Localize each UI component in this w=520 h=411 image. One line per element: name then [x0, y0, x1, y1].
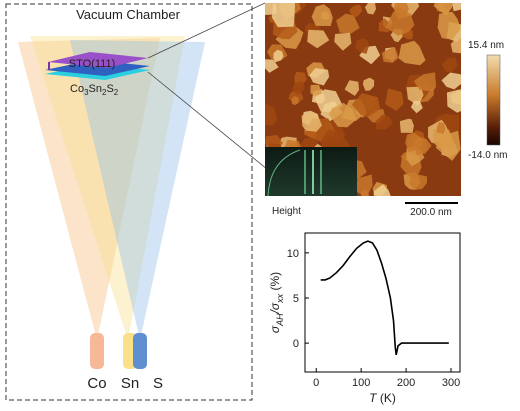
afm-grain — [364, 3, 376, 15]
film-label: Co3Sn2S2 — [70, 83, 119, 97]
afm-grain — [413, 72, 437, 92]
film-label-part: Co — [70, 83, 84, 95]
x-tick-label: 100 — [352, 377, 370, 389]
afm-grain — [410, 100, 423, 114]
afm-grain — [336, 13, 360, 34]
film-label-part: 3 — [84, 88, 89, 97]
afm-caption: Height — [272, 206, 301, 217]
rheed-arc — [267, 149, 301, 197]
afm-grain — [291, 96, 299, 106]
afm-grain — [409, 173, 428, 190]
afm-grain — [265, 103, 278, 126]
afm-grain — [446, 89, 461, 113]
beam-s — [70, 40, 205, 340]
substrate-side — [45, 60, 150, 76]
y-axis-label: σAH/σxx (%) — [268, 272, 285, 333]
afm-grain — [373, 184, 391, 196]
chamber-title: Vacuum Chamber — [76, 7, 180, 22]
zoom-line — [147, 2, 266, 59]
y-tick-label: 10 — [287, 248, 299, 260]
film-label-part: 2 — [102, 88, 107, 97]
x-tick-label: 200 — [397, 377, 415, 389]
substrate-label: STO(111) — [69, 58, 115, 70]
x-axis-label-part: (K) — [377, 391, 396, 405]
afm-grain — [452, 3, 461, 12]
x-axis-label: T (K) — [369, 391, 396, 405]
afm-grain — [437, 11, 461, 40]
y-axis-label-part: (%) — [268, 272, 282, 294]
y-axis-label-part: /σ — [268, 302, 282, 314]
afm-grain — [351, 93, 381, 118]
y-tick-label: 0 — [293, 338, 299, 350]
afm-grain — [273, 49, 284, 63]
afm-grain — [265, 59, 279, 73]
substrate-edge — [48, 62, 50, 70]
x-axis-label-part: T — [369, 391, 378, 405]
x-tick-label: 0 — [313, 377, 319, 389]
afm-grain — [320, 11, 330, 20]
afm-grain — [354, 38, 369, 54]
afm-grain — [291, 81, 305, 95]
y-axis-label-part: σ — [268, 325, 282, 333]
substrate-top — [48, 52, 148, 68]
afm-grain — [307, 29, 330, 49]
chart: 0 100 200 300 0 5 10 T (K) σAH/σxx (%) — [268, 232, 461, 405]
source-label: Sn — [121, 375, 139, 392]
afm-grain — [436, 122, 446, 134]
afm-grain — [375, 114, 393, 130]
afm-grain — [309, 68, 330, 86]
x-tick-label: 300 — [442, 377, 460, 389]
afm-grain — [399, 118, 414, 133]
film-label-part: S — [106, 83, 113, 95]
beam-co — [18, 38, 160, 340]
afm-grain — [272, 3, 295, 28]
afm-grain — [381, 47, 399, 63]
colorbar — [486, 54, 501, 146]
data-line — [320, 240, 449, 356]
afm-grain — [310, 84, 323, 96]
source-label: S — [153, 375, 163, 392]
afm-grain — [354, 174, 373, 196]
afm-grain — [301, 112, 322, 132]
chamber-box — [5, 3, 253, 401]
colorbar-label: 15.4 nm — [468, 40, 504, 51]
afm-grain — [432, 129, 455, 151]
scalebar-label: 200.0 nm — [410, 207, 452, 218]
afm-grain — [413, 137, 432, 155]
source-label: Co — [87, 375, 106, 392]
y-axis-label-part: AH — [275, 313, 285, 327]
afm-grain — [441, 72, 461, 90]
afm-grain — [398, 40, 426, 66]
plot-frame — [304, 232, 461, 373]
afm-grain — [385, 88, 404, 111]
y-tick-label: 5 — [293, 293, 299, 305]
afm-grain — [344, 80, 360, 96]
afm-grain — [349, 4, 363, 18]
afm-grain — [362, 77, 375, 91]
rheed-inset — [265, 147, 357, 196]
afm-grain — [334, 32, 352, 51]
film-label-part: 2 — [114, 88, 119, 97]
afm-grain — [441, 57, 458, 73]
beam-sn — [30, 36, 185, 340]
source-s — [133, 333, 147, 369]
film-label-part: Sn — [89, 83, 102, 95]
source-co — [90, 333, 104, 369]
colorbar-label: -14.0 nm — [468, 150, 507, 161]
afm-grain — [385, 7, 415, 36]
afm-grain — [328, 102, 357, 128]
afm-grain — [450, 35, 461, 54]
y-axis-label-part: xx — [275, 293, 285, 304]
